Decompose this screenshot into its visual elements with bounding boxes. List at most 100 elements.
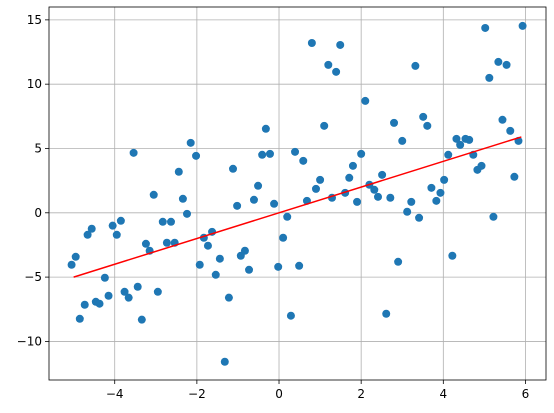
- point: [336, 40, 345, 49]
- point: [311, 184, 320, 193]
- point: [378, 170, 387, 179]
- point: [108, 221, 117, 230]
- point: [95, 299, 104, 308]
- x-tick-label: 0: [275, 387, 283, 401]
- point: [299, 156, 308, 165]
- point: [477, 161, 486, 170]
- point: [427, 183, 436, 192]
- point: [245, 265, 254, 274]
- point: [141, 239, 150, 248]
- fit-line: [73, 136, 522, 278]
- point: [100, 273, 109, 282]
- point: [249, 195, 258, 204]
- point: [390, 118, 399, 127]
- x-tick-label: 6: [522, 387, 530, 401]
- point: [286, 311, 295, 320]
- point: [240, 246, 249, 255]
- point: [485, 73, 494, 82]
- point: [75, 314, 84, 323]
- point: [489, 212, 498, 221]
- y-tick-label: 15: [27, 13, 42, 27]
- point: [192, 151, 201, 160]
- point: [104, 291, 113, 300]
- point: [261, 124, 270, 133]
- point: [283, 212, 292, 221]
- point: [357, 149, 366, 158]
- point: [419, 112, 428, 121]
- point: [224, 293, 233, 302]
- point: [137, 315, 146, 324]
- point: [510, 172, 519, 181]
- point: [502, 60, 511, 69]
- point: [432, 196, 441, 205]
- point: [133, 282, 142, 291]
- point: [386, 193, 395, 202]
- point: [345, 173, 354, 182]
- point: [324, 60, 333, 69]
- point: [316, 175, 325, 184]
- point: [320, 121, 329, 130]
- point: [233, 201, 242, 210]
- y-tick-label: 5: [34, 141, 42, 155]
- point: [158, 217, 167, 226]
- y-tick-label: 0: [34, 206, 42, 220]
- point: [456, 140, 465, 149]
- point: [254, 181, 263, 190]
- point: [481, 23, 490, 32]
- x-tick-label: 4: [439, 387, 447, 401]
- point: [166, 217, 175, 226]
- point: [149, 190, 158, 199]
- point: [211, 270, 220, 279]
- point: [71, 252, 80, 261]
- point: [265, 149, 274, 158]
- point: [353, 197, 362, 206]
- point: [452, 134, 461, 143]
- point: [153, 287, 162, 296]
- point: [279, 233, 288, 242]
- point: [220, 357, 229, 366]
- point: [374, 192, 383, 201]
- point: [436, 188, 445, 197]
- point: [403, 207, 412, 216]
- point: [183, 209, 192, 218]
- point: [178, 194, 187, 203]
- point: [229, 164, 238, 173]
- point: [407, 197, 416, 206]
- point: [361, 96, 370, 105]
- point: [270, 199, 279, 208]
- point: [370, 185, 379, 194]
- point: [518, 21, 527, 30]
- y-tick-label: −10: [17, 334, 42, 348]
- point: [444, 150, 453, 159]
- x-tick-label: −4: [106, 387, 124, 401]
- point: [423, 121, 432, 130]
- point: [348, 161, 357, 170]
- point: [83, 230, 92, 239]
- point: [80, 300, 89, 309]
- point: [215, 254, 224, 263]
- point: [87, 224, 96, 233]
- point: [129, 148, 138, 157]
- point: [448, 251, 457, 260]
- point: [124, 293, 133, 302]
- plot-frame: [48, 6, 547, 381]
- point: [186, 138, 195, 147]
- point: [274, 262, 283, 271]
- point: [382, 309, 391, 318]
- point: [295, 261, 304, 270]
- point: [307, 39, 316, 48]
- point: [67, 260, 76, 269]
- point: [116, 216, 125, 225]
- point: [291, 147, 300, 156]
- point: [411, 61, 420, 70]
- y-tick-label: −5: [24, 270, 42, 284]
- point: [162, 238, 171, 247]
- point: [415, 213, 424, 222]
- point: [394, 257, 403, 266]
- point: [440, 175, 449, 184]
- point: [398, 136, 407, 145]
- point: [203, 241, 212, 250]
- point: [494, 57, 503, 66]
- x-tick-label: 2: [357, 387, 365, 401]
